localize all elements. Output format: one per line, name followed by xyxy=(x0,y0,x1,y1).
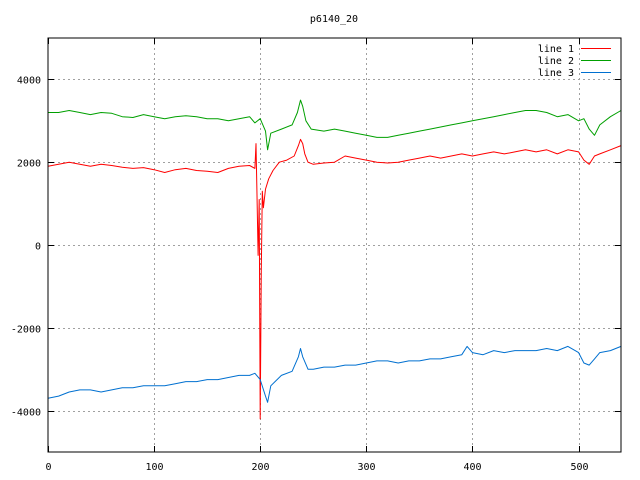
x-tick-label: 0 xyxy=(45,462,51,473)
legend-label-2: line 2 xyxy=(538,56,574,67)
y-tick-label: 4000 xyxy=(17,76,41,87)
y-tick-label: -4000 xyxy=(11,408,41,419)
series-line-1 xyxy=(47,138,622,420)
series-line-2 xyxy=(48,99,622,151)
x-tick-labels: 0 100 200 300 400 500 xyxy=(45,462,588,473)
plot-frame xyxy=(47,37,622,453)
legend-label-1: line 1 xyxy=(538,44,574,55)
x-tick-label: 100 xyxy=(145,462,163,473)
x-tick-label: 400 xyxy=(463,462,481,473)
y-tick-label: 0 xyxy=(35,242,41,253)
y-tick-label: 2000 xyxy=(17,159,41,170)
legend-label-3: line 3 xyxy=(538,68,574,79)
series-line-3 xyxy=(47,345,622,403)
x-tick-label: 200 xyxy=(251,462,269,473)
y-tick-labels: -4000 -2000 0 2000 4000 xyxy=(11,76,41,419)
y-tick-label: -2000 xyxy=(11,325,41,336)
x-tick-label: 300 xyxy=(357,462,375,473)
x-tick-label: 500 xyxy=(570,462,588,473)
chart-title: p6140_20 xyxy=(310,14,358,25)
series-group xyxy=(47,99,622,420)
